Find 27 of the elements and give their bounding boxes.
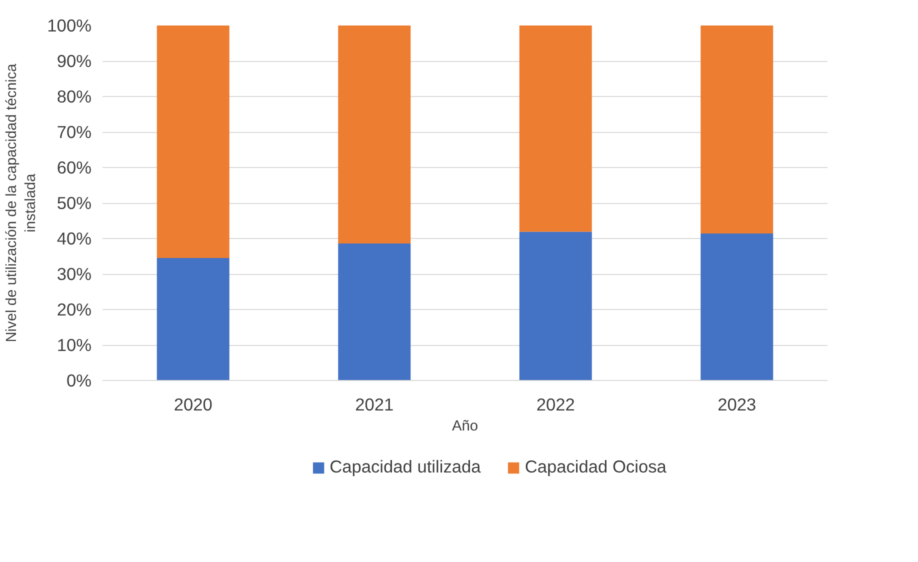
y-tick-label: 80% xyxy=(56,86,92,106)
y-tick-label: 50% xyxy=(56,193,92,213)
y-tick-label: 10% xyxy=(56,335,92,355)
bar xyxy=(519,26,592,232)
x-axis-title: Año xyxy=(452,418,478,434)
y-tick-label: 60% xyxy=(56,158,92,178)
bar xyxy=(700,234,774,380)
x-tick-label: 2020 xyxy=(174,394,212,414)
bar xyxy=(519,232,592,380)
y-tick-label: 20% xyxy=(56,300,92,320)
x-tick-label: 2021 xyxy=(355,394,394,414)
legend-label: Capacidad Ociosa xyxy=(524,456,666,478)
y-tick-label: 0% xyxy=(66,370,92,390)
bar xyxy=(156,258,230,380)
bar xyxy=(156,26,230,258)
y-tick-label: 100% xyxy=(47,16,92,36)
y-tick-label: 90% xyxy=(56,51,92,71)
bar xyxy=(338,243,411,380)
bar xyxy=(700,26,774,234)
y-axis-title: Nivel de utilización de la capacidad técnica instalada xyxy=(4,62,40,342)
y-tick-label: 40% xyxy=(56,228,92,248)
y-tick-label: 70% xyxy=(56,122,92,142)
legend-label: Capacidad utilizada xyxy=(330,456,481,478)
x-tick-label: 2023 xyxy=(718,394,756,414)
x-tick-label: 2022 xyxy=(536,394,575,414)
y-tick-label: 30% xyxy=(56,264,92,284)
bar xyxy=(338,26,411,244)
